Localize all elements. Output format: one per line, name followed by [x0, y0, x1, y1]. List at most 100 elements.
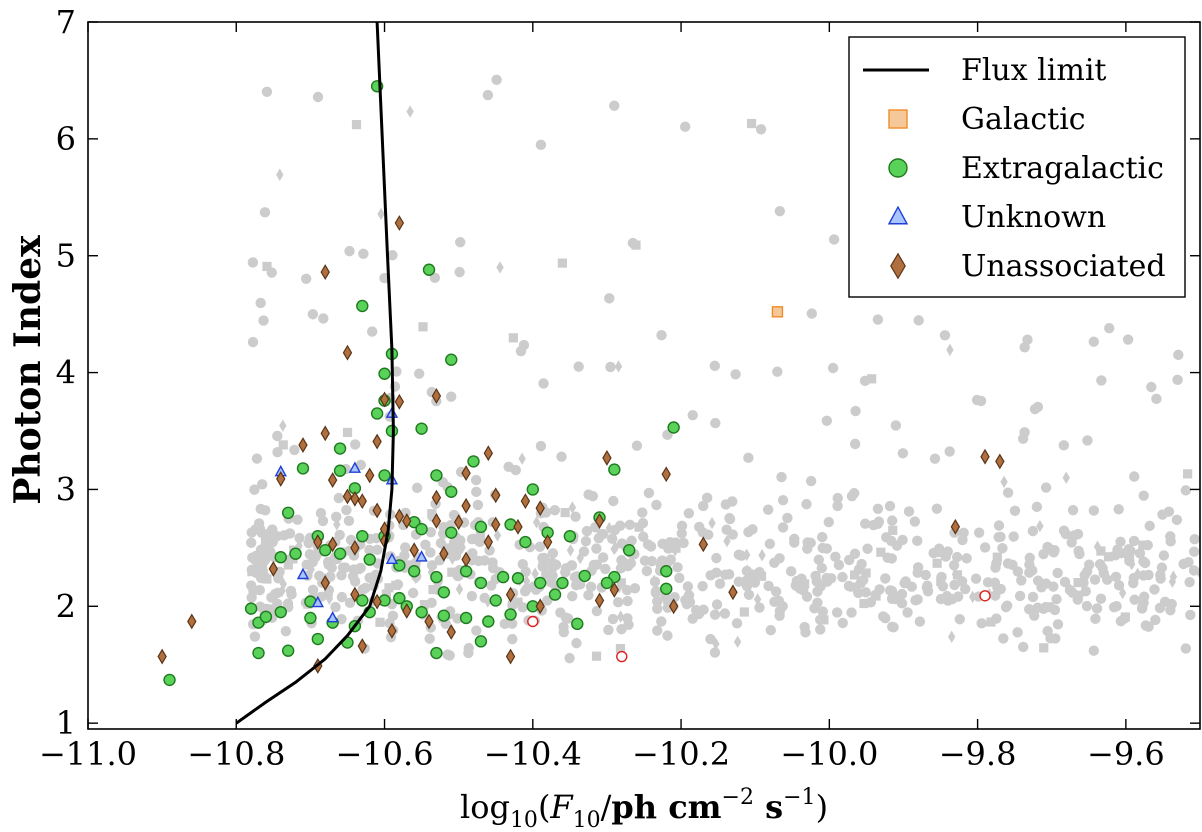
background-point — [1088, 336, 1099, 347]
background-point — [611, 541, 620, 554]
background-point — [957, 534, 968, 546]
background-point — [1066, 537, 1077, 548]
background-point — [278, 440, 288, 450]
background-point — [712, 637, 720, 651]
background-point — [762, 504, 774, 515]
background-point — [641, 565, 653, 577]
unassociated-point — [313, 534, 323, 550]
background-point — [719, 608, 731, 619]
background-point — [1039, 643, 1049, 653]
galactic-red-circles-point — [979, 590, 991, 602]
background-point — [859, 598, 869, 609]
unassociated-point — [372, 433, 382, 450]
x-axis-ticks: −11.0 −10.8 −10.6 −10.4 −10.2 −10.0 −9.8 −9.6 — [39, 22, 1165, 773]
extragalactic-point — [430, 646, 443, 660]
extragalactic-point — [526, 483, 539, 496]
background-point — [652, 625, 663, 636]
background-point — [466, 590, 478, 602]
background-point — [1090, 613, 1101, 625]
background-point — [568, 501, 577, 514]
background-point — [608, 495, 619, 507]
background-point — [279, 419, 287, 432]
background-point — [1146, 381, 1157, 393]
background-point — [993, 520, 1005, 531]
background-point — [562, 613, 574, 624]
y-tick-label: 2 — [56, 587, 76, 625]
unassociated-point — [394, 508, 405, 525]
background-point — [612, 597, 624, 608]
background-point — [470, 474, 482, 486]
unassociated-point — [439, 545, 449, 562]
background-point — [418, 322, 428, 332]
background-point — [522, 574, 531, 588]
background-point — [531, 567, 539, 580]
background-point — [591, 559, 603, 570]
extragalactic-point — [407, 565, 421, 578]
extragalactic-point — [474, 576, 488, 590]
unassociated-point — [950, 518, 961, 535]
background-point — [1138, 591, 1150, 602]
background-point — [458, 541, 466, 554]
background-point — [1149, 584, 1160, 595]
unassociated-point — [491, 516, 501, 533]
background-point — [922, 580, 933, 591]
background-point — [891, 540, 903, 551]
background-point — [662, 630, 673, 641]
background-point — [357, 584, 368, 595]
extragalactic-point — [333, 442, 347, 455]
background-point — [846, 490, 858, 502]
background-point — [1169, 570, 1178, 583]
background-point — [496, 261, 504, 274]
unassociated-point — [483, 534, 494, 550]
background-point — [331, 511, 342, 523]
background-point — [493, 529, 502, 542]
background-point — [1032, 575, 1044, 586]
background-point — [1128, 535, 1140, 547]
background-point — [279, 577, 288, 591]
y-tick-label: 1 — [56, 704, 76, 742]
extragalactic-point — [563, 529, 577, 543]
unassociated-point — [980, 448, 990, 465]
background-point — [1110, 550, 1121, 561]
background-point — [580, 536, 592, 547]
x-tick-label: −10.4 — [484, 735, 582, 773]
background-point — [616, 610, 625, 623]
background-point — [954, 614, 965, 625]
background-point — [280, 626, 292, 637]
background-point — [969, 590, 977, 604]
extragalactic-point — [363, 553, 376, 566]
unassociated-point — [402, 603, 412, 619]
background-point — [472, 499, 484, 511]
unassociated-point — [342, 488, 353, 505]
background-point — [676, 528, 687, 539]
background-point — [1049, 604, 1061, 616]
background-point — [1073, 590, 1084, 601]
background-point — [555, 607, 566, 618]
background-point — [791, 575, 803, 587]
background-point — [487, 557, 498, 568]
background-point — [445, 391, 457, 402]
background-point — [1017, 641, 1029, 653]
background-point — [886, 593, 898, 604]
background-point — [637, 507, 648, 518]
background-point — [862, 543, 873, 554]
background-point — [754, 602, 765, 613]
background-point — [616, 578, 626, 588]
unassociated-point — [505, 586, 516, 603]
background-point — [886, 515, 898, 526]
background-point — [262, 261, 272, 272]
background-point — [518, 452, 526, 465]
background-point — [251, 453, 263, 464]
background-point — [813, 554, 825, 565]
background-point — [517, 558, 529, 570]
background-point — [570, 579, 582, 591]
background-point — [1180, 485, 1192, 496]
extragalactic-point — [445, 353, 458, 366]
unassociated-point — [668, 598, 679, 615]
background-point — [607, 613, 619, 625]
background-point — [827, 362, 839, 374]
background-point — [260, 505, 271, 516]
background-point — [805, 537, 816, 549]
background-point — [349, 439, 361, 450]
unassociated-point — [402, 513, 412, 529]
